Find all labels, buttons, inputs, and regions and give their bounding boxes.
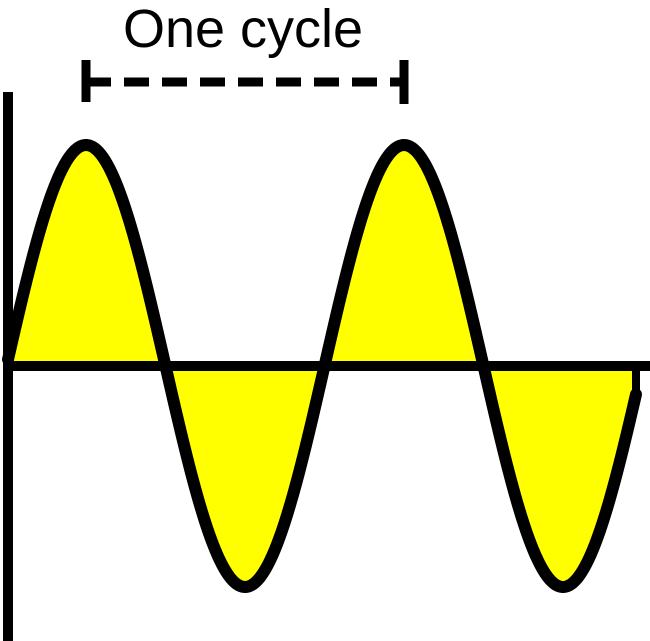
cycle-label: One cycle (122, 0, 364, 59)
sine-wave-curve (2, 139, 642, 593)
